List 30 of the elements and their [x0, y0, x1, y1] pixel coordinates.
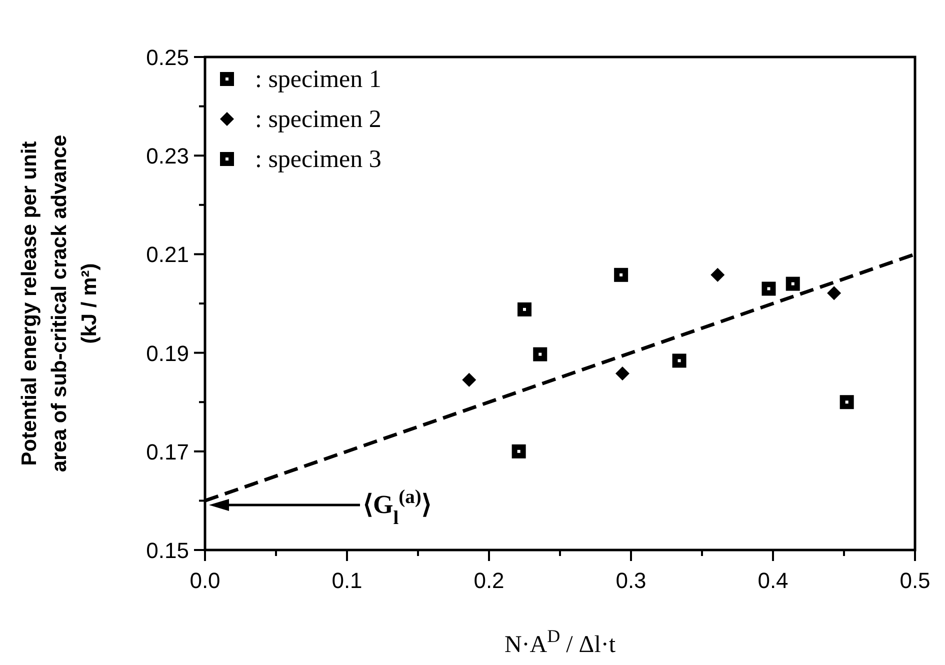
x-tick-label: 0.4 — [758, 568, 788, 593]
y-tick-label: 0.15 — [146, 538, 189, 563]
annotation: ⟨G$_{l}$$^{(a)}$⟩ — [363, 486, 432, 528]
x-tick-label: 0.1 — [332, 568, 362, 593]
point — [614, 268, 628, 282]
point — [710, 268, 725, 282]
point — [840, 395, 854, 410]
x-axis-title: N·A$^{D}$ / Δl·t — [504, 626, 616, 658]
point — [615, 366, 630, 381]
point — [518, 302, 532, 316]
x-tick-label: 0.5 — [900, 568, 930, 593]
point — [672, 354, 686, 368]
x-tick-label: 0.0 — [190, 568, 220, 593]
point — [827, 286, 842, 300]
point — [512, 444, 526, 458]
point — [786, 276, 800, 291]
x-tick-label: 0.3 — [616, 568, 646, 593]
legend-label: : specimen 3 — [255, 146, 382, 173]
y-tick-label: 0.25 — [146, 45, 189, 70]
y-tick-label: 0.19 — [146, 340, 189, 366]
legend-label: : specimen 2 — [255, 106, 382, 133]
y-tick-label: 0.23 — [146, 144, 189, 169]
y-tick-label: 0.21 — [146, 242, 189, 268]
point — [762, 282, 776, 296]
y-tick-label: 0.17 — [146, 439, 189, 464]
point — [533, 347, 548, 362]
legend-label: : specimen 1 — [255, 66, 382, 93]
y-axis-title: Potential energy release per unit area of sub-critical crack advance (kJ / m²) — [18, 134, 101, 472]
point — [462, 372, 476, 387]
x-tick-label: 0.2 — [474, 568, 504, 593]
